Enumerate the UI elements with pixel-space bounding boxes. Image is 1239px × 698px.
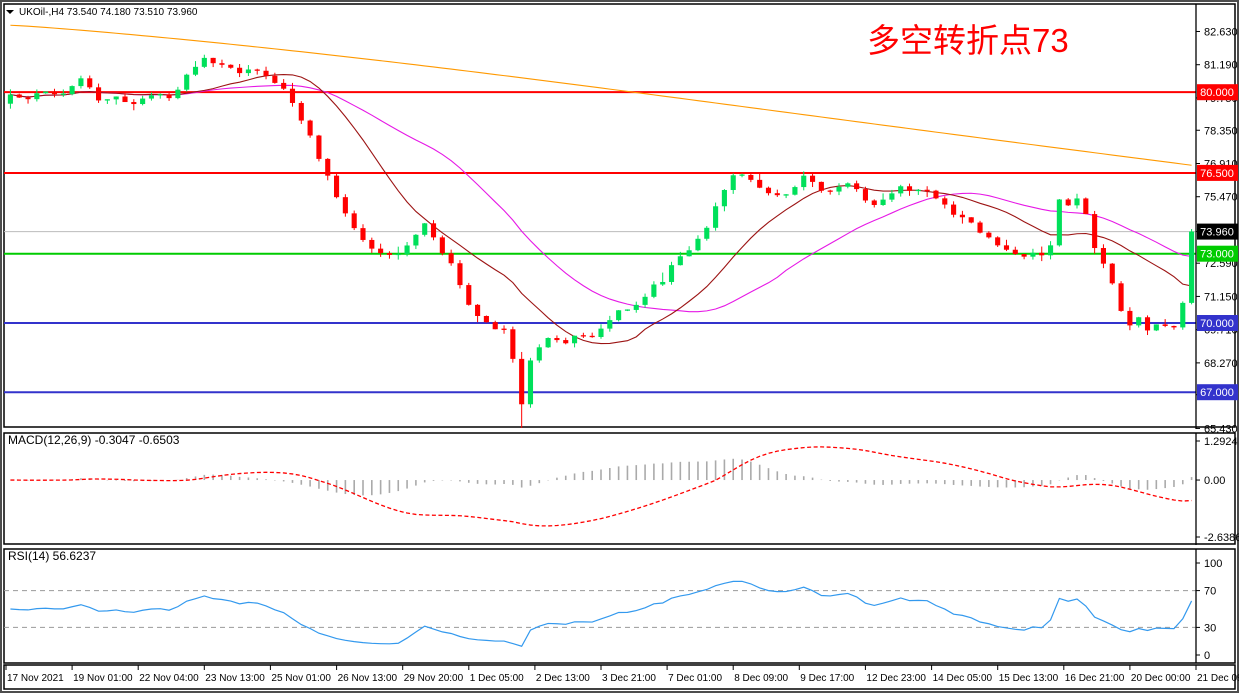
svg-text:75.470: 75.470 bbox=[1204, 192, 1238, 204]
svg-text:29 Nov 20:00: 29 Nov 20:00 bbox=[404, 673, 464, 684]
svg-text:0.00: 0.00 bbox=[1204, 475, 1225, 487]
svg-text:1 Dec 05:00: 1 Dec 05:00 bbox=[470, 673, 524, 684]
svg-text:76.500: 76.500 bbox=[1200, 168, 1234, 180]
svg-text:70: 70 bbox=[1204, 586, 1216, 598]
svg-text:22 Nov 04:00: 22 Nov 04:00 bbox=[139, 673, 199, 684]
svg-text:8 Dec 09:00: 8 Dec 09:00 bbox=[734, 673, 788, 684]
svg-text:68.270: 68.270 bbox=[1204, 358, 1238, 370]
svg-text:20 Dec 00:00: 20 Dec 00:00 bbox=[1131, 673, 1191, 684]
svg-text:2 Dec 13:00: 2 Dec 13:00 bbox=[536, 673, 590, 684]
svg-text:RSI(14) 56.6237: RSI(14) 56.6237 bbox=[8, 549, 96, 563]
svg-text:19 Nov 01:00: 19 Nov 01:00 bbox=[73, 673, 133, 684]
svg-text:MACD(12,26,9) -0.3047 -0.6503: MACD(12,26,9) -0.3047 -0.6503 bbox=[8, 433, 180, 447]
svg-text:16 Dec 21:00: 16 Dec 21:00 bbox=[1065, 673, 1125, 684]
svg-text:100: 100 bbox=[1204, 558, 1222, 570]
svg-text:25 Nov 01:00: 25 Nov 01:00 bbox=[271, 673, 331, 684]
svg-text:82.630: 82.630 bbox=[1204, 27, 1238, 39]
svg-text:21 Dec 09:00: 21 Dec 09:00 bbox=[1197, 673, 1239, 684]
svg-text:3 Dec 21:00: 3 Dec 21:00 bbox=[602, 673, 656, 684]
svg-text:73.960: 73.960 bbox=[1200, 227, 1234, 239]
svg-text:多空转折点73: 多空转折点73 bbox=[867, 22, 1069, 59]
svg-text:71.150: 71.150 bbox=[1204, 291, 1238, 303]
svg-text:73.000: 73.000 bbox=[1200, 249, 1234, 261]
svg-text:9 Dec 17:00: 9 Dec 17:00 bbox=[800, 673, 854, 684]
svg-text:15 Dec 13:00: 15 Dec 13:00 bbox=[999, 673, 1059, 684]
svg-text:1.2924: 1.2924 bbox=[1204, 436, 1238, 448]
svg-text:0: 0 bbox=[1204, 650, 1210, 662]
svg-text:7 Dec 01:00: 7 Dec 01:00 bbox=[668, 673, 722, 684]
svg-text:14 Dec 05:00: 14 Dec 05:00 bbox=[933, 673, 993, 684]
svg-text:-2.6386: -2.6386 bbox=[1204, 532, 1239, 544]
svg-text:70.000: 70.000 bbox=[1200, 318, 1234, 330]
svg-text:17 Nov 2021: 17 Nov 2021 bbox=[7, 673, 64, 684]
svg-text:30: 30 bbox=[1204, 622, 1216, 634]
svg-text:80.000: 80.000 bbox=[1200, 87, 1234, 99]
svg-text:81.190: 81.190 bbox=[1204, 60, 1238, 72]
svg-text:67.000: 67.000 bbox=[1200, 387, 1234, 399]
svg-text:23 Nov 13:00: 23 Nov 13:00 bbox=[205, 673, 265, 684]
svg-text:78.350: 78.350 bbox=[1204, 125, 1238, 137]
svg-text:26 Nov 13:00: 26 Nov 13:00 bbox=[338, 673, 398, 684]
svg-text:12 Dec 23:00: 12 Dec 23:00 bbox=[866, 673, 926, 684]
svg-text:UKOil-,H4 73.540 74.180 73.51: UKOil-,H4 73.540 74.180 73.510 73.960 bbox=[19, 7, 198, 18]
